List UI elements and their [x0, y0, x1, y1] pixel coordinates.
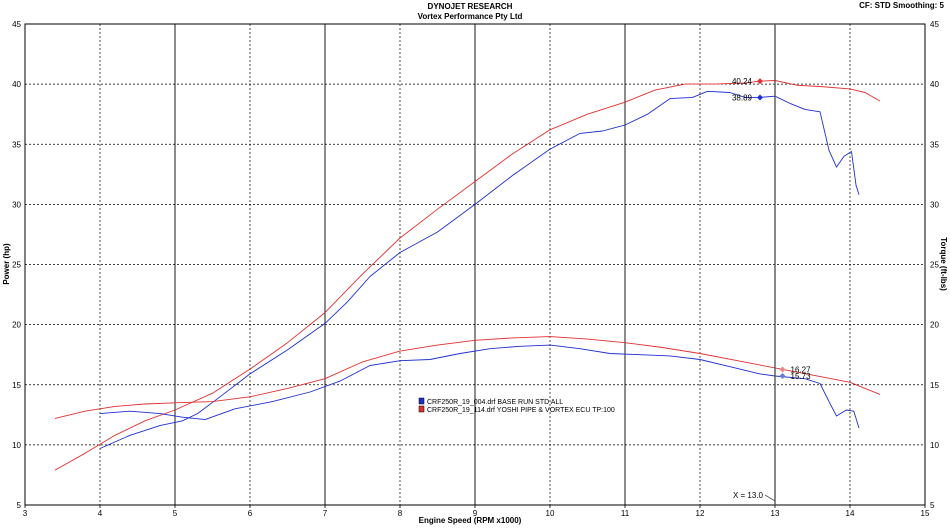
x-tick-label: 4: [98, 509, 103, 518]
legend-entry: CRF250R_19_004.drf BASE RUN STD ALL: [427, 399, 563, 406]
x-tick-label: 14: [846, 509, 855, 518]
cursor-label: X = 13.0: [733, 491, 764, 500]
grid: [25, 24, 925, 505]
y-tick-label-right: 45: [930, 20, 939, 29]
x-tick-label: 15: [921, 509, 930, 518]
y-axis-label-right: Torque (ft-lbs): [939, 237, 948, 291]
legend-swatch: [418, 397, 425, 405]
torque-curve: [54, 336, 881, 419]
y-tick-label-left: 20: [12, 321, 21, 330]
value-marker-diamond: [757, 94, 763, 101]
x-tick-label: 5: [173, 509, 178, 518]
x-tick-label: 11: [621, 509, 630, 518]
x-tick-label: 9: [473, 509, 478, 518]
y-tick-label-right: 10: [930, 441, 939, 450]
x-tick-label: 8: [398, 509, 403, 518]
cursor-leader: [764, 494, 776, 502]
power-curve: [99, 90, 860, 449]
value-marker-label: 16.27: [791, 365, 812, 374]
legend-swatch: [418, 405, 425, 413]
y-tick-label-left: 5: [17, 501, 22, 510]
series-lines: [54, 80, 881, 471]
x-tick-label: 13: [771, 509, 780, 518]
y-tick-label-right: 15: [930, 381, 939, 390]
value-marker-label: 15.73: [791, 372, 812, 381]
x-tick-label: 6: [248, 509, 253, 518]
chart-subtitle: Vortex Performance Pty Ltd: [418, 12, 523, 21]
y-axis-label-left: Power (hp): [2, 243, 11, 285]
torque-curve: [99, 344, 860, 429]
x-tick-label: 7: [323, 509, 328, 518]
power-curve: [54, 80, 881, 471]
value-marker-label: 40.24: [732, 77, 753, 86]
x-tick-label: 12: [696, 509, 705, 518]
chart-settings: CF: STD Smoothing: 5: [859, 1, 944, 10]
y-tick-label-left: 15: [12, 381, 21, 390]
y-tick-label-right: 20: [930, 321, 939, 330]
rpm-cursor: X = 13.0: [733, 24, 776, 505]
legend: CRF250R_19_004.drf BASE RUN STD ALLCRF25…: [418, 397, 615, 414]
legend-entry: CRF250R_19_114.drf YOSHI PIPE & VORTEX E…: [427, 407, 615, 414]
value-marker-diamond: [779, 372, 786, 379]
y-tick-label-left: 35: [12, 140, 21, 149]
y-tick-label-right: 30: [930, 200, 939, 209]
y-tick-label-right: 25: [930, 261, 939, 270]
y-tick-label-left: 30: [12, 200, 21, 209]
y-tick-label-right: 40: [930, 80, 939, 89]
y-tick-label-right: 35: [930, 140, 939, 149]
x-tick-label: 3: [23, 509, 28, 518]
y-tick-label-right: 5: [930, 501, 935, 510]
y-tick-label-left: 40: [12, 80, 21, 89]
y-tick-label-left: 45: [12, 20, 21, 29]
x-tick-label: 10: [546, 509, 555, 518]
value-marker-label: 38.89: [732, 93, 753, 102]
value-marker-diamond: [779, 366, 786, 373]
chart-title: DYNOJET RESEARCH: [428, 2, 513, 11]
y-tick-label-left: 25: [12, 261, 21, 270]
value-marker-diamond: [757, 78, 763, 85]
x-axis-label: Engine Speed (RPM x1000): [419, 516, 522, 525]
y-tick-label-left: 10: [12, 441, 21, 450]
